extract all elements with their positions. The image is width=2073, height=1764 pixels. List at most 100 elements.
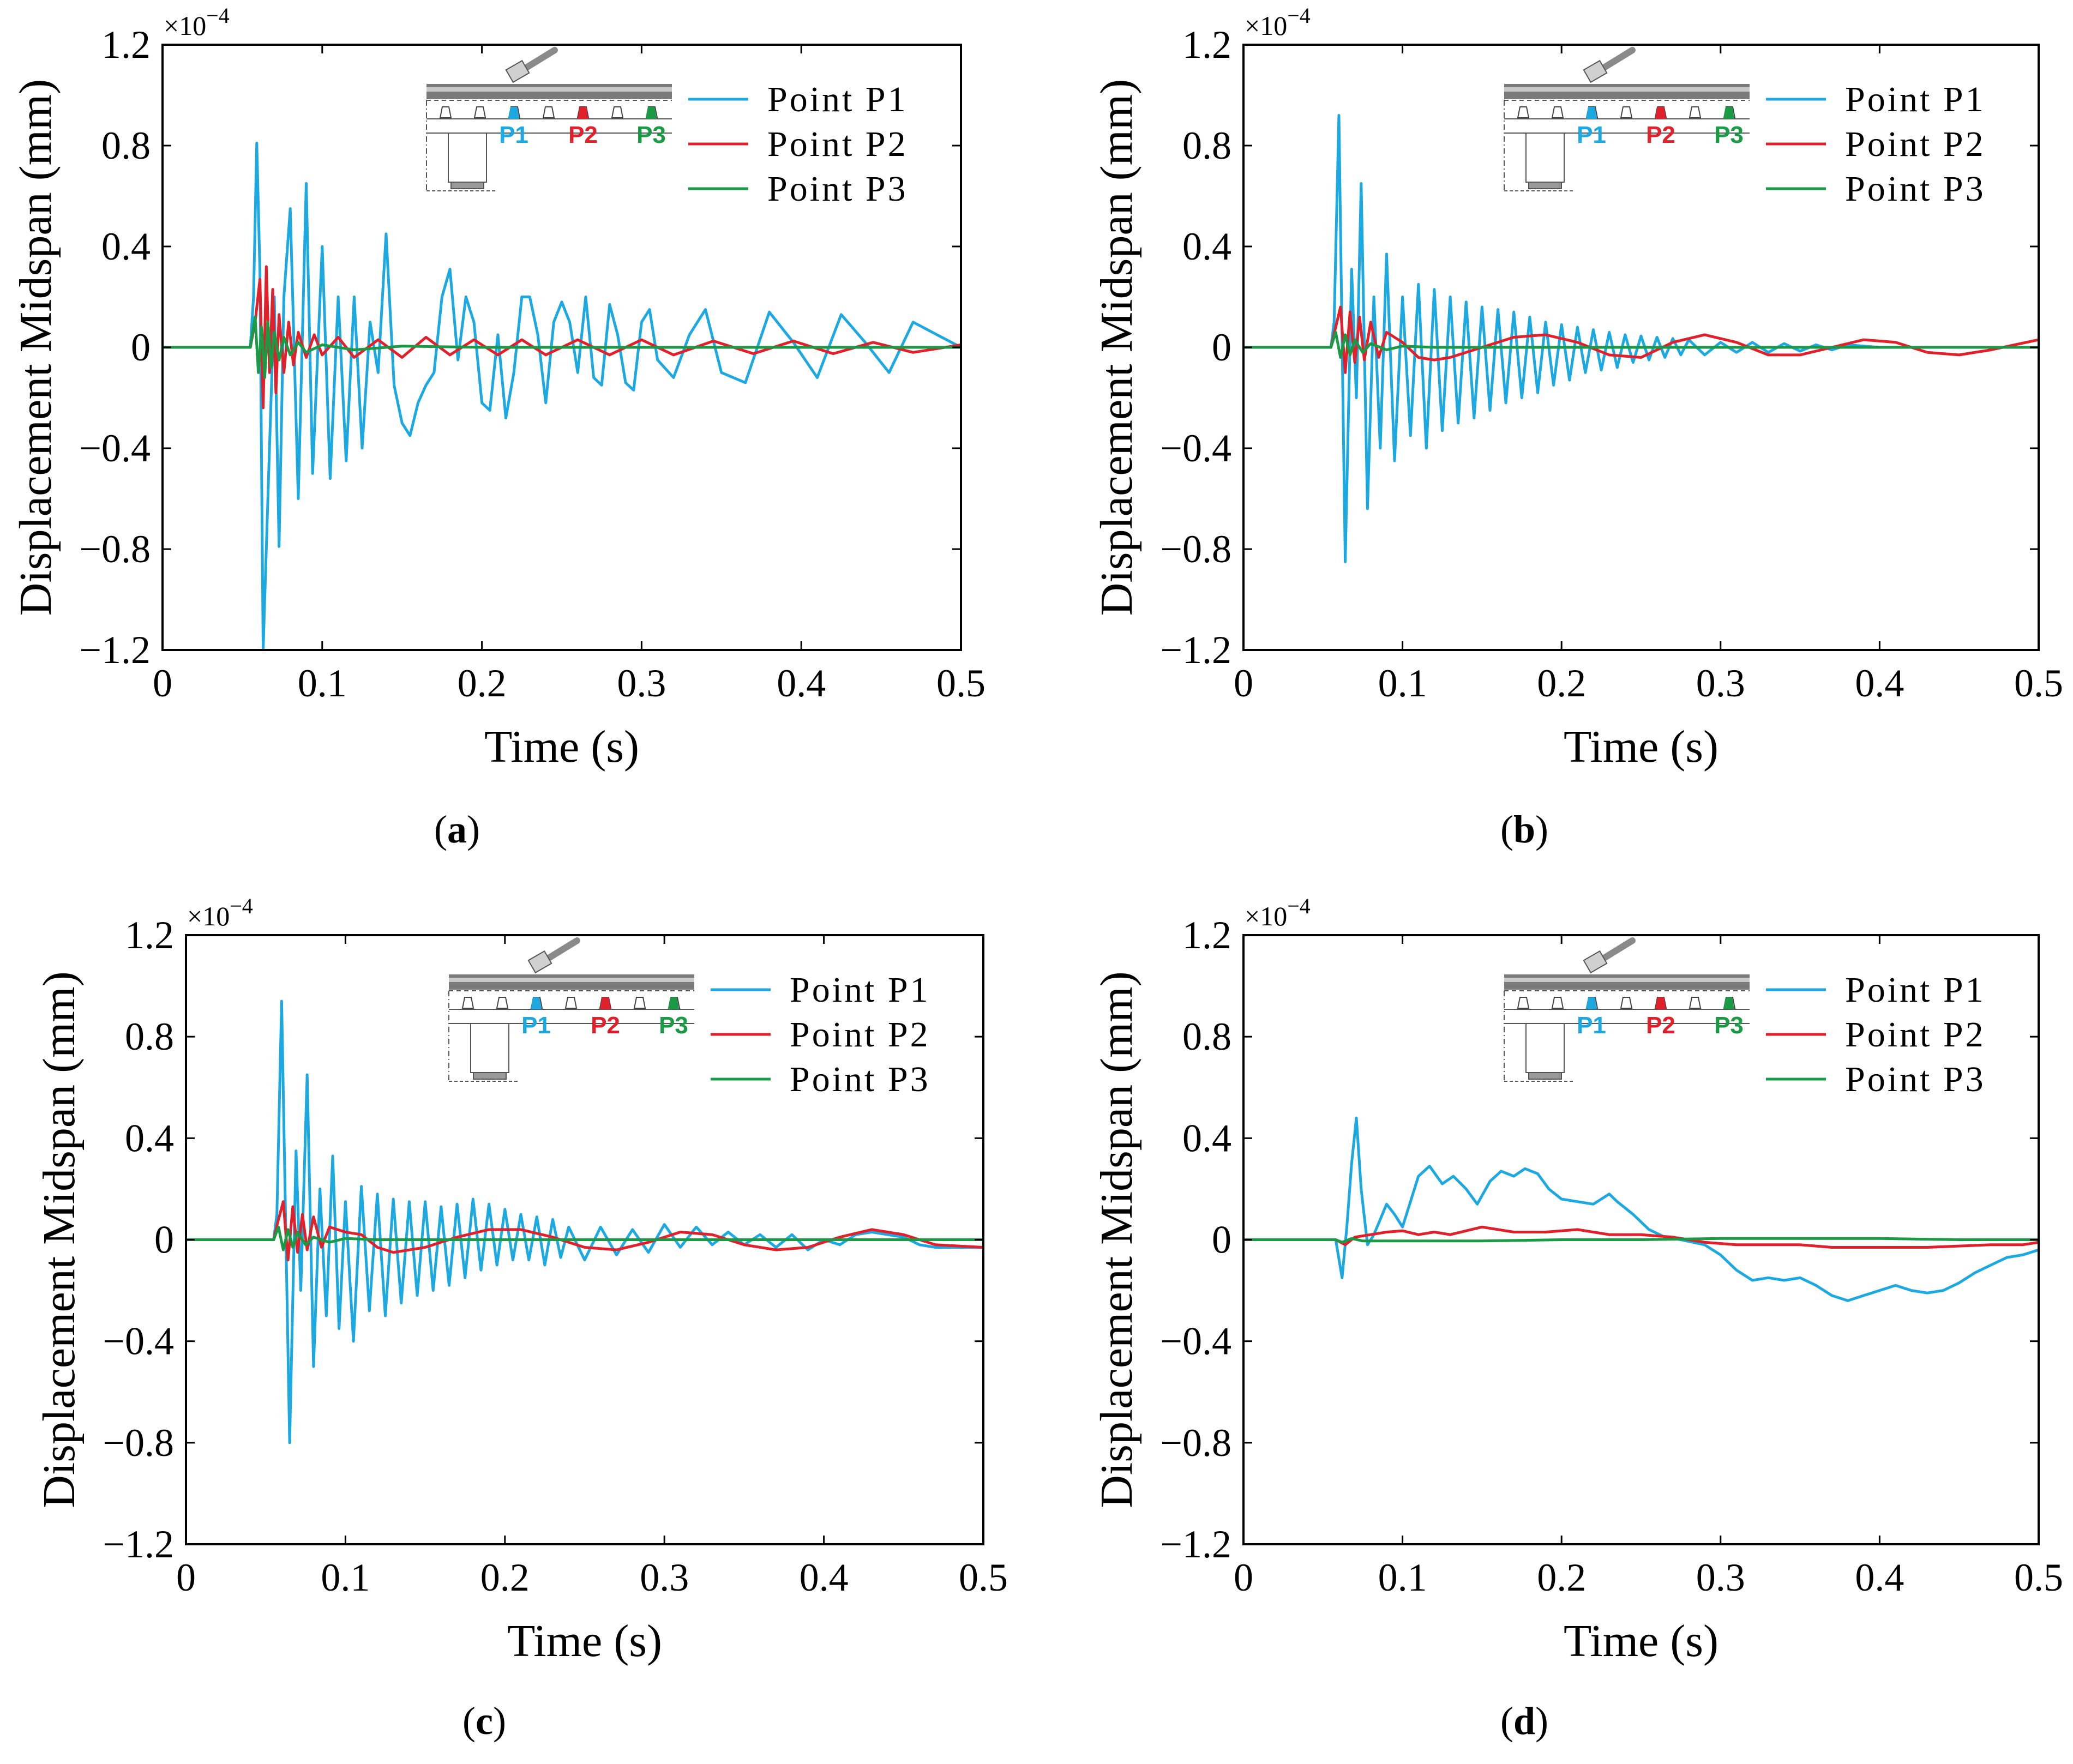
y-tick-label: 1.2 bbox=[125, 913, 174, 957]
pier bbox=[470, 1023, 509, 1073]
bearing-icon bbox=[611, 106, 624, 118]
x-axis-label: Time (s) bbox=[1564, 1616, 1719, 1666]
x-tick-label: 0.3 bbox=[617, 661, 666, 705]
y-axis-label: Displacement Midspan (mm) bbox=[10, 79, 61, 616]
chart-panel-c: 0 0.1 0.2 0.3 0.4 0.5 1.2 0.8 0.4 0 −0.4 −0.8 −1.2 ×1… bbox=[34, 894, 1008, 1743]
exponent-base: ×10 bbox=[164, 10, 206, 41]
exponent-power: −4 bbox=[1287, 3, 1311, 28]
legend-label-p2: Point P2 bbox=[767, 124, 908, 164]
bearing-icon bbox=[1620, 997, 1633, 1009]
chart-panel-a: 0 0.1 0.2 0.3 0.4 0.5 1.2 0.8 0.4 0 −0.4 −0.8 −1.2 ×1… bbox=[10, 3, 986, 851]
bearing-icon bbox=[439, 106, 452, 118]
caption-open-paren: ( bbox=[1500, 808, 1513, 851]
series-line-p2 bbox=[1243, 1225, 2039, 1249]
sensor-marker-p1 bbox=[531, 997, 542, 1009]
x-tick-label: 0.5 bbox=[2014, 661, 2063, 705]
y-tick-label: −1.2 bbox=[1160, 628, 1231, 672]
x-tick-label: 0 bbox=[1234, 1556, 1253, 1599]
legend-label-p2: Point P2 bbox=[1845, 124, 1986, 164]
y-axis-label: Displacement Midspan (mm) bbox=[34, 971, 85, 1508]
sensor-label-p2: P2 bbox=[568, 122, 598, 148]
caption-close-paren: ) bbox=[1535, 808, 1548, 851]
legend-label-p1: Point P1 bbox=[767, 80, 908, 119]
bearing-icon bbox=[496, 997, 509, 1009]
caption-letter: a bbox=[447, 808, 467, 851]
bearing-icon bbox=[1689, 997, 1702, 1009]
legend: Point P1 Point P2 Point P3 bbox=[1766, 80, 1986, 209]
bearing-icon bbox=[564, 997, 578, 1009]
caption-open-paren: ( bbox=[462, 1699, 476, 1743]
bearing-icon bbox=[1517, 997, 1530, 1009]
exponent-label: ×10−4 bbox=[164, 3, 230, 41]
bearing-icon bbox=[461, 997, 474, 1009]
x-tick-label: 0.3 bbox=[1696, 661, 1745, 705]
series-line-p3 bbox=[186, 1225, 983, 1251]
sensor-label-p1: P1 bbox=[499, 122, 528, 148]
exponent-base: ×10 bbox=[1245, 901, 1287, 931]
hammer-head bbox=[1583, 59, 1608, 83]
series-line-p1 bbox=[186, 1000, 983, 1444]
y-tick-label: 1.2 bbox=[1182, 913, 1231, 957]
y-tick-label: 1.2 bbox=[1182, 23, 1231, 67]
y-tick-label: 0 bbox=[1212, 326, 1231, 369]
series-line-p1 bbox=[163, 141, 961, 650]
exponent-power: −4 bbox=[206, 3, 230, 28]
caption-letter: b bbox=[1513, 808, 1535, 851]
caption-close-paren: ) bbox=[493, 1699, 506, 1743]
x-tick-label: 0.4 bbox=[1855, 661, 1904, 705]
series-line-p1 bbox=[1243, 1116, 2039, 1302]
legend-label-p3: Point P3 bbox=[790, 1059, 930, 1099]
sensor-marker-p2 bbox=[1655, 997, 1666, 1009]
pier bbox=[448, 133, 487, 183]
sensor-marker-p2 bbox=[578, 107, 588, 119]
caption-open-paren: ( bbox=[434, 808, 447, 851]
bridge-deck-highlight bbox=[1504, 87, 1750, 92]
sensor-label-p2: P2 bbox=[1646, 122, 1675, 148]
x-tick-label: 0.1 bbox=[1378, 661, 1427, 705]
chart-panel-b: 0 0.1 0.2 0.3 0.4 0.5 1.2 0.8 0.4 0 −0.4 −0.8 −1.2 ×1… bbox=[1091, 3, 2063, 851]
y-tick-label: 0.4 bbox=[1182, 225, 1231, 268]
y-tick-label: −0.4 bbox=[1160, 1320, 1231, 1363]
pier-footing bbox=[450, 182, 484, 189]
series-line-p3 bbox=[1243, 1237, 2039, 1244]
x-tick-label: 0.4 bbox=[1855, 1556, 1904, 1599]
series-line-p2 bbox=[186, 1200, 983, 1262]
chart-panel-d: 0 0.1 0.2 0.3 0.4 0.5 1.2 0.8 0.4 0 −0.4 −0.8 −1.2 ×1… bbox=[1091, 894, 2063, 1743]
sensor-marker-p3 bbox=[668, 997, 679, 1009]
series-line-p3 bbox=[163, 316, 961, 379]
hammer-head bbox=[527, 950, 552, 974]
y-tick-label: 1.2 bbox=[101, 23, 151, 67]
y-axis-label: Displacement Midspan (mm) bbox=[1091, 79, 1142, 616]
pier bbox=[1525, 1023, 1565, 1073]
legend-label-p1: Point P1 bbox=[1845, 80, 1986, 119]
x-tick-label: 0.2 bbox=[1537, 1556, 1586, 1599]
sensor-marker-p1 bbox=[1586, 107, 1597, 119]
caption-letter: c bbox=[476, 1699, 493, 1743]
panel-caption: (d) bbox=[1500, 1699, 1548, 1743]
bridge-deck-highlight bbox=[1504, 978, 1750, 982]
y-tick-label: 0.8 bbox=[1182, 1015, 1231, 1058]
sensor-marker-p1 bbox=[1586, 997, 1597, 1009]
y-tick-label: 0.8 bbox=[1182, 124, 1231, 167]
x-tick-label: 0.1 bbox=[321, 1556, 370, 1599]
y-tick-label: −1.2 bbox=[79, 628, 151, 672]
y-tick-label: −0.4 bbox=[79, 426, 151, 470]
y-tick-label: −0.4 bbox=[103, 1320, 174, 1363]
exponent-label: ×10−4 bbox=[1245, 3, 1311, 41]
exponent-base: ×10 bbox=[1245, 10, 1287, 41]
sensor-label-p1: P1 bbox=[1577, 1012, 1606, 1039]
caption-open-paren: ( bbox=[1500, 1699, 1513, 1743]
caption-close-paren: ) bbox=[467, 808, 480, 851]
x-axis-label: Time (s) bbox=[484, 721, 639, 772]
y-tick-label: −1.2 bbox=[103, 1522, 174, 1566]
bearing-icon bbox=[1517, 106, 1530, 118]
sensor-marker-p3 bbox=[1723, 107, 1734, 119]
series-line-p2 bbox=[1243, 305, 2039, 374]
series-group bbox=[1243, 114, 2039, 563]
y-tick-label: 0 bbox=[1212, 1218, 1231, 1262]
legend-label-p2: Point P2 bbox=[1845, 1015, 1986, 1055]
bearing-icon bbox=[633, 997, 646, 1009]
series-group bbox=[1243, 1116, 2039, 1302]
sensor-marker-p2 bbox=[1655, 107, 1666, 119]
y-tick-label: 0 bbox=[131, 326, 151, 369]
